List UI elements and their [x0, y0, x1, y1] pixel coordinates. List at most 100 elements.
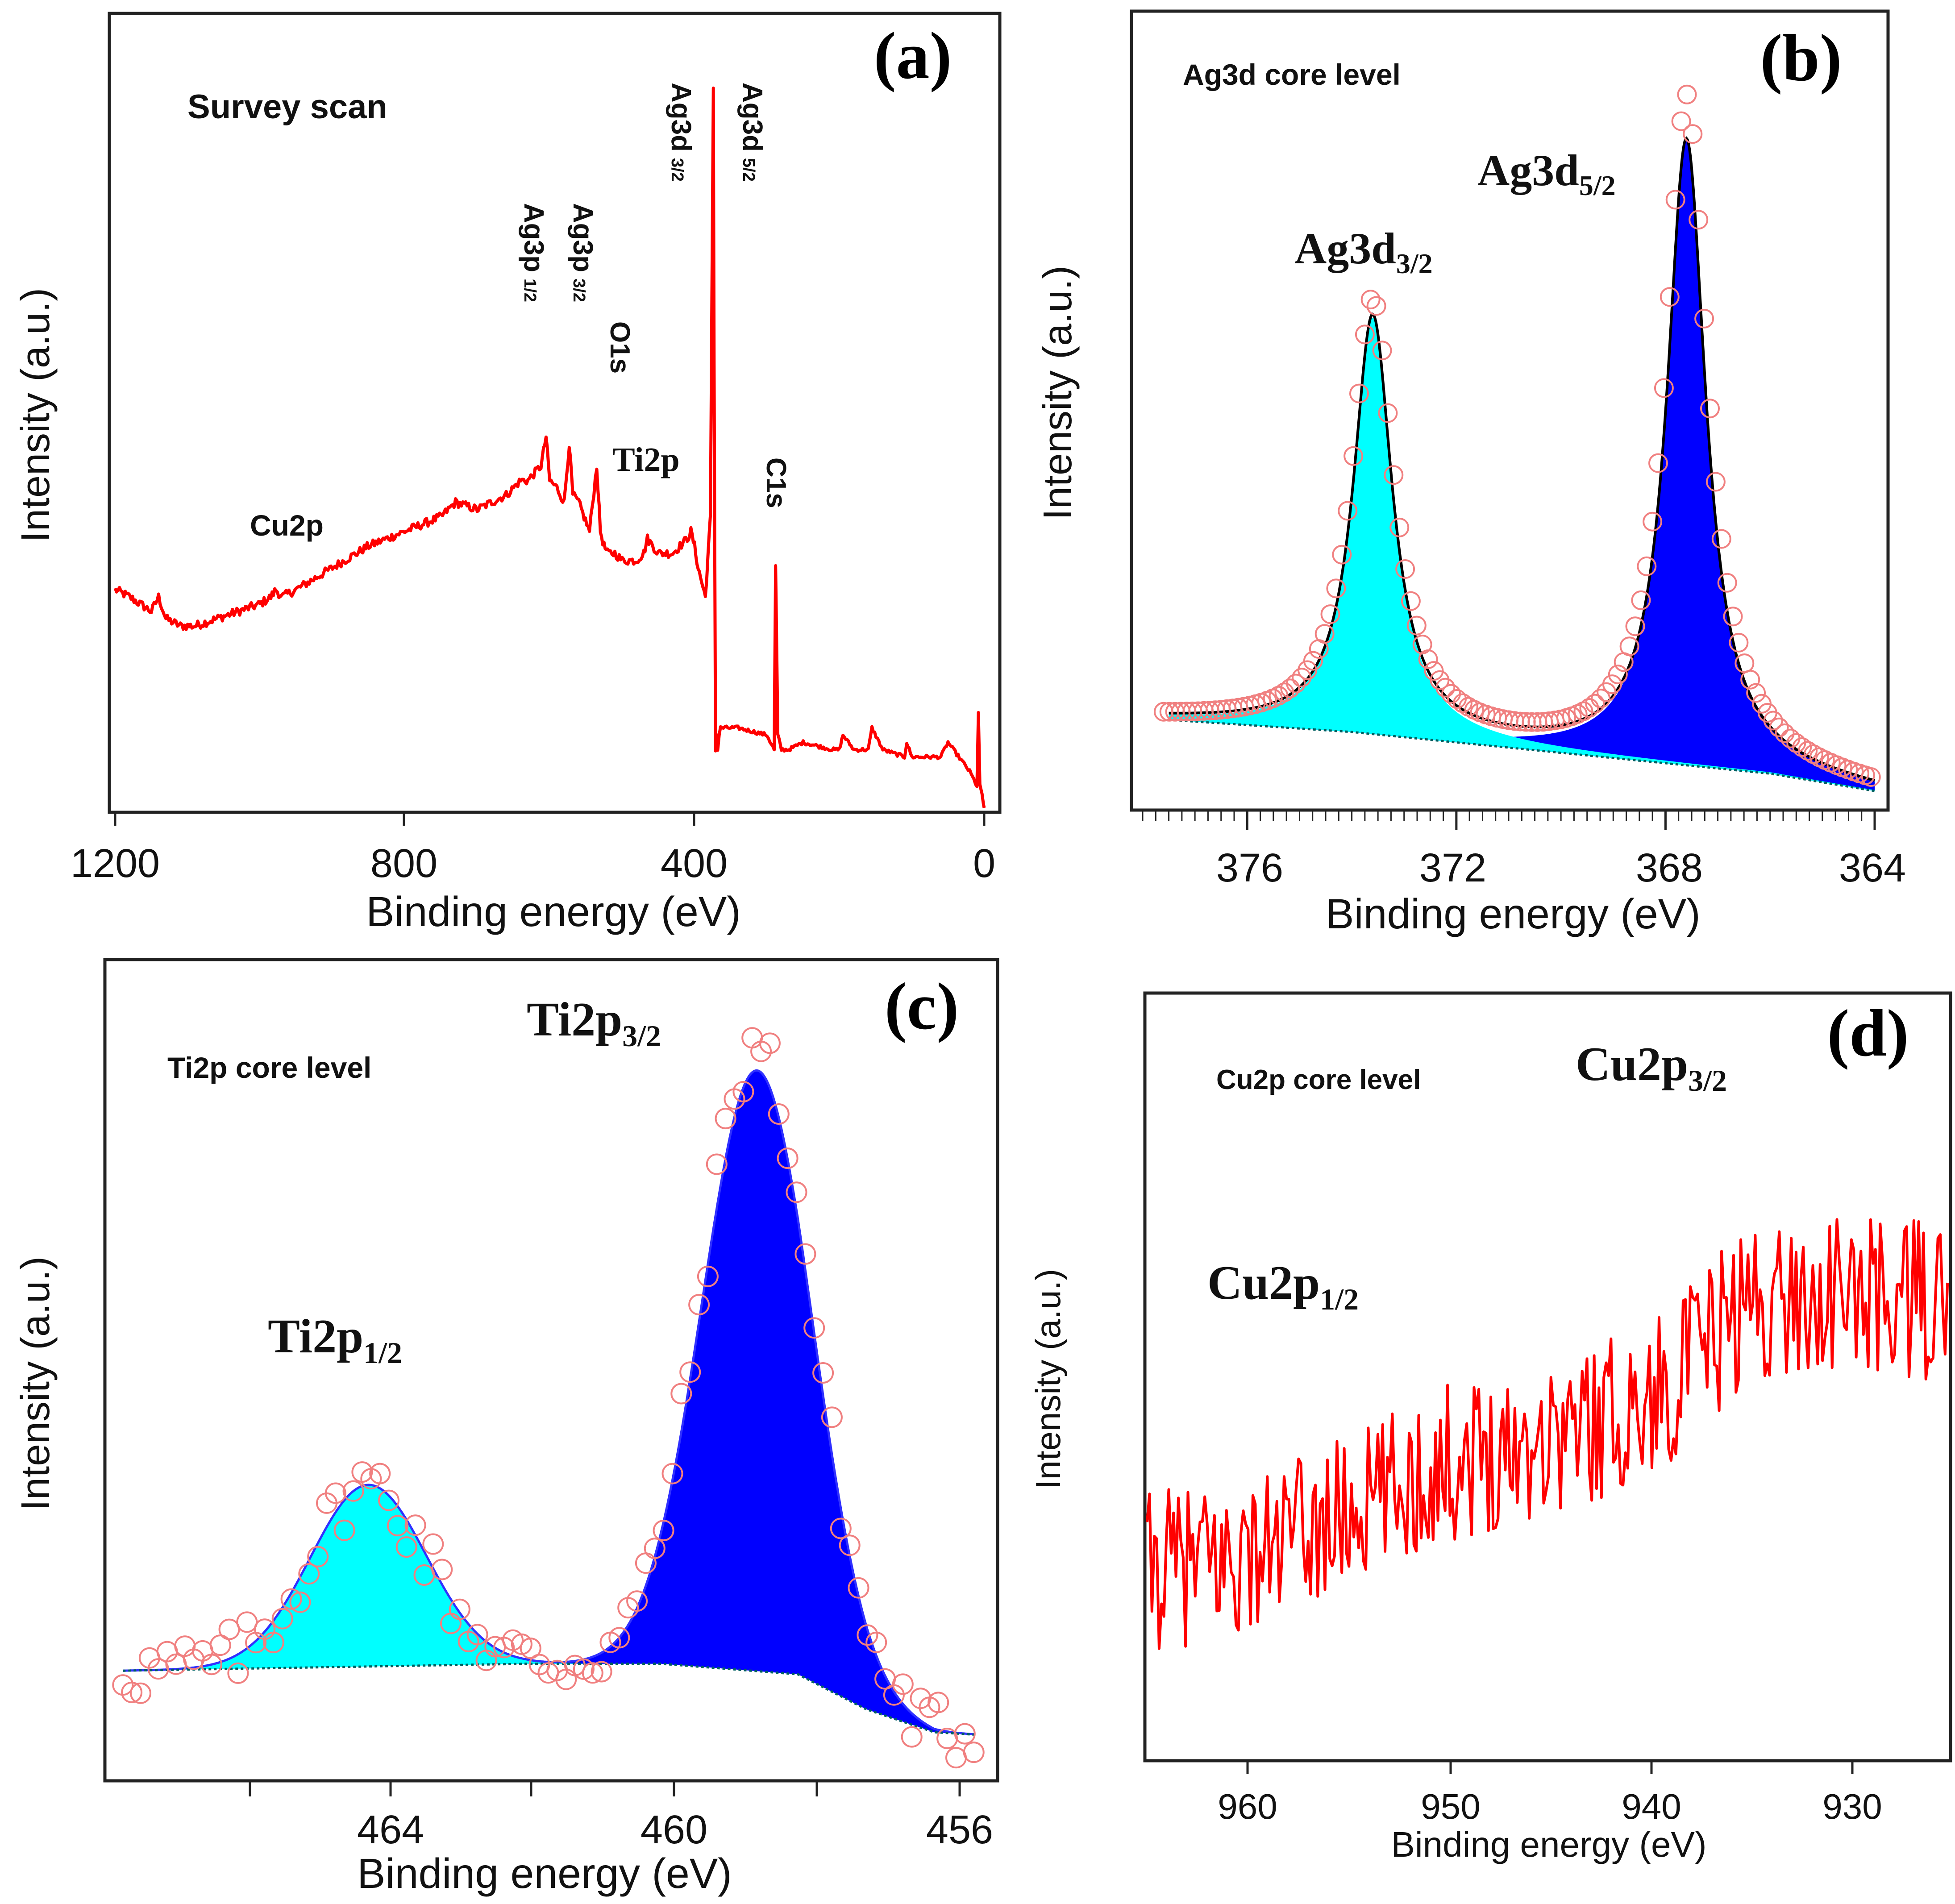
- panel-b-peak-label-ag3d52: Ag3d5/2: [1477, 146, 1616, 201]
- panel-c-data-point: [803, 1317, 825, 1339]
- panel-d-tick-label: 950: [1421, 1787, 1480, 1826]
- panel-c-data-point: [608, 1627, 630, 1649]
- panel-c-data-point: [121, 1681, 143, 1703]
- panel-c-data-point: [830, 1517, 852, 1539]
- panel-c-data-point: [644, 1538, 666, 1559]
- panel-b-data-point: [1573, 701, 1593, 721]
- panel-c-data-point: [324, 1482, 346, 1504]
- panel-b-data-point: [1320, 604, 1340, 624]
- panel-c-peak-label-ti2p32: Ti2p3/2: [527, 993, 661, 1053]
- panel-b-data-point: [1700, 399, 1720, 419]
- panel-c-data-point: [130, 1682, 151, 1704]
- panel-c-letter: (c): [885, 969, 959, 1043]
- panel-b-data-point: [1452, 693, 1472, 713]
- panel-c-data-point: [715, 1108, 736, 1130]
- panel-b-data-point: [1585, 694, 1605, 714]
- panel-d-ylabel: Intensity (a.u.): [1028, 1269, 1068, 1489]
- panel-b-data-point: [1631, 590, 1651, 610]
- panel-c-data-point: [821, 1406, 843, 1428]
- panel-c-data-point: [865, 1631, 887, 1653]
- panel-b-data-point: [1366, 296, 1386, 316]
- panel-b-ylabel: Intensity (a.u.): [1036, 266, 1080, 520]
- panel-c-data-point: [848, 1577, 869, 1599]
- panel-d-tick-label: 930: [1822, 1787, 1882, 1826]
- panel-b-data-point: [1401, 591, 1421, 611]
- panel-c-data-point: [759, 1032, 781, 1054]
- panel-b-data-point: [1602, 674, 1622, 694]
- panel-b-data-point: [1671, 111, 1691, 131]
- panel-c-data-point: [928, 1692, 949, 1713]
- panel-c-data-point: [333, 1519, 355, 1541]
- panel-c-tick-label: 464: [357, 1808, 424, 1852]
- panel-b-data-point: [1344, 446, 1364, 466]
- panel-c-data-point: [706, 1153, 728, 1175]
- panel-c-data-point: [786, 1181, 807, 1203]
- panel-c-data-point: [573, 1658, 595, 1680]
- panel-c-data-point: [812, 1362, 834, 1384]
- svg-text:Ag3p1/2: Ag3p1/2: [518, 203, 549, 302]
- panel-b-baseline: [1169, 719, 1875, 792]
- panel-a-ylabel: Intensity (a.u.): [13, 288, 58, 542]
- panel-c-data-point: [732, 1081, 754, 1102]
- panel-b-data-point: [1355, 324, 1375, 345]
- panel-b-data-point: [1360, 290, 1381, 310]
- panel-c-title: Ti2p core level: [167, 1051, 371, 1084]
- panel-b-data-point: [1711, 529, 1731, 549]
- panel-b-data-point: [1298, 660, 1317, 680]
- panel-c: (c) Ti2p core level Intensity (a.u.) Bin…: [13, 958, 999, 1897]
- panel-b-tick-label: 372: [1419, 846, 1486, 890]
- panel-b-data-point: [1314, 624, 1335, 644]
- panel-b-data-point: [1378, 403, 1398, 423]
- panel-c-data-point: [697, 1265, 719, 1287]
- panel-b-data-point: [1435, 678, 1456, 698]
- panel-c-data-point: [661, 1463, 683, 1484]
- panel-a-tick-label: 0: [973, 841, 995, 886]
- panel-d-letter: (d): [1827, 996, 1909, 1070]
- panel-c-plot-marks: [112, 1027, 985, 1769]
- panel-a-peak-label-cu2p: Cu2p: [250, 509, 324, 542]
- panel-a-tick-label: 1200: [71, 841, 160, 886]
- panel-b-data-point: [1338, 501, 1358, 521]
- panel-b-tick-label: 376: [1216, 846, 1283, 890]
- panel-d-peak-label-cu2p32: Cu2p3/2: [1576, 1038, 1727, 1098]
- panel-b-data-point: [1740, 669, 1760, 690]
- panel-b-data-point: [1619, 636, 1639, 657]
- panel-a-tick-label: 400: [661, 841, 728, 886]
- panel-a-title: Survey scan: [187, 88, 387, 126]
- panel-c-data-point: [901, 1726, 923, 1748]
- panel-b-peak-ag3d32-area: [1169, 317, 1875, 791]
- panel-c-data-point: [209, 1634, 231, 1656]
- panel-b-tick-label: 364: [1839, 846, 1906, 890]
- panel-b-tick-label: 368: [1636, 846, 1703, 890]
- panel-a-tick-label: 800: [370, 841, 437, 886]
- panel-c-data-point: [289, 1591, 311, 1613]
- panel-b-data-point: [1643, 511, 1663, 532]
- panel-d-x-ticks: [1246, 1761, 1854, 1774]
- panel-b-data-point: [1389, 517, 1410, 537]
- panel-b-data-point: [1717, 573, 1737, 593]
- panel-b-data-point: [1763, 711, 1783, 731]
- panel-d-plot-marks: [1146, 1218, 1949, 1650]
- panel-c-data-point: [670, 1383, 692, 1405]
- panel-c-data-point: [466, 1624, 488, 1646]
- panel-b-data-point: [1326, 578, 1346, 599]
- panel-a-plot-marks: [113, 86, 986, 808]
- panel-d-frame: [1143, 991, 1952, 1763]
- panel-c-data-point: [387, 1515, 408, 1537]
- panel-b-data-point: [1660, 287, 1680, 307]
- svg-text:Ag3d3/2: Ag3d3/2: [666, 83, 696, 182]
- panel-a-letter: (a): [874, 19, 952, 93]
- panel-c-data-point: [422, 1533, 444, 1555]
- panel-a-peak-label-ti2p: Ti2p: [612, 441, 680, 478]
- panel-c-data-point: [591, 1661, 612, 1683]
- panel-d-xlabel: Binding energy (eV): [1391, 1825, 1706, 1864]
- panel-a: (a) Survey scan Intensity (a.u.) Binding…: [13, 12, 1002, 935]
- panel-b-data-point: [1625, 616, 1645, 636]
- panel-a-peak-label-o1s: O1s: [604, 321, 635, 374]
- panel-c-data-point: [777, 1147, 799, 1169]
- panel-b-data-point: [1280, 678, 1300, 698]
- panel-c-data-point: [227, 1662, 249, 1684]
- panel-b-title: Ag3d core level: [1183, 58, 1401, 91]
- panel-b-data-point: [1677, 84, 1697, 104]
